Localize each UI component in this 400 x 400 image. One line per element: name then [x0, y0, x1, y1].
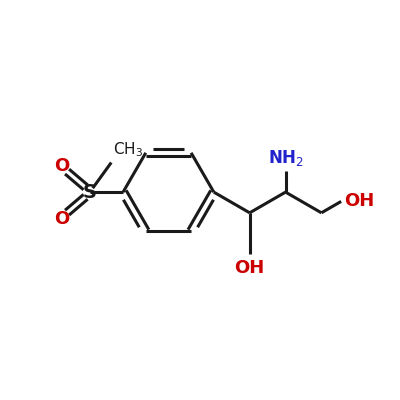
Text: OH: OH — [344, 192, 374, 210]
Text: NH$_2$: NH$_2$ — [268, 148, 304, 168]
Text: S: S — [82, 183, 96, 202]
Text: OH: OH — [234, 259, 265, 277]
Text: O: O — [54, 210, 70, 228]
Text: CH$_3$: CH$_3$ — [113, 140, 143, 158]
Text: O: O — [54, 157, 70, 175]
